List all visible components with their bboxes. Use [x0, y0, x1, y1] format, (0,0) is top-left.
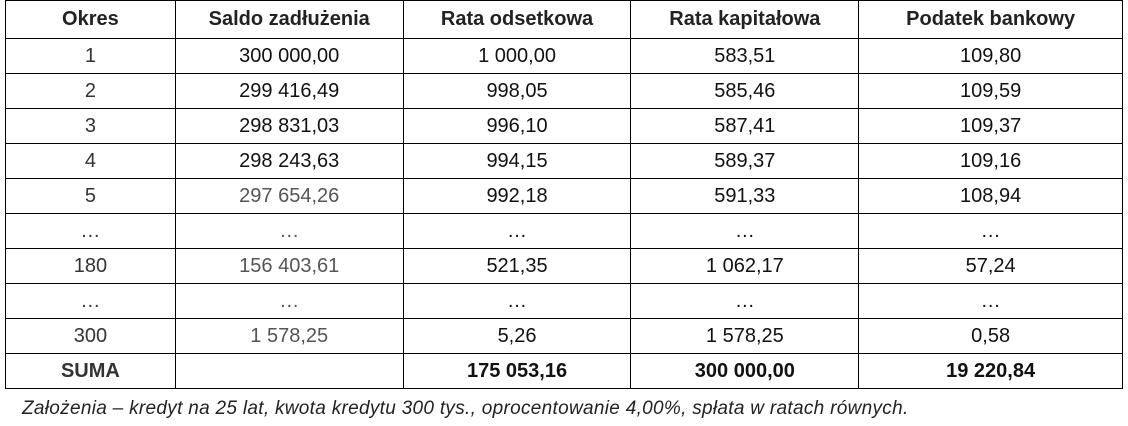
- table-cell: 1 062,17: [630, 248, 860, 284]
- table-cell: 1: [5, 38, 176, 74]
- table-cell: 2: [5, 73, 176, 109]
- table-cell: 583,51: [630, 38, 860, 74]
- table-cell: 1 578,25: [174, 318, 404, 354]
- table-cell: 996,10: [402, 108, 632, 144]
- table-row: 1 300 000,00 1 000,00 583,51 109,80: [5, 38, 1123, 74]
- sum-row: SUMA 175 053,16 300 000,00 19 220,84: [5, 353, 1123, 389]
- table-body: 1 300 000,00 1 000,00 583,51 109,80 2 299 416,…: [5, 38, 1123, 389]
- table-cell: 5: [5, 178, 176, 214]
- table-row: ……………: [5, 283, 1123, 319]
- table-cell: …: [5, 213, 176, 249]
- table-cell: 297 654,26: [174, 178, 404, 214]
- table-row: ……………: [5, 213, 1123, 249]
- table-cell: 298 831,03: [174, 108, 404, 144]
- loan-table: Okres Saldo zadłużenia Rata odsetkowa Rata …: [5, 0, 1123, 389]
- header-cell: Saldo zadłużenia: [174, 0, 404, 39]
- empty-cell: [174, 353, 404, 389]
- table-cell: 998,05: [402, 73, 632, 109]
- table-cell: 3: [5, 108, 176, 144]
- table-cell: …: [402, 283, 632, 319]
- table-row: 3 298 831,03 996,10 587,41 109,37: [5, 108, 1123, 144]
- table-cell: 109,59: [858, 73, 1123, 109]
- table-cell: …: [174, 283, 404, 319]
- header-cell: Podatek bankowy: [858, 0, 1123, 39]
- table-row: 5 297 654,26 992,18 591,33 108,94: [5, 178, 1123, 214]
- table-cell: 298 243,63: [174, 143, 404, 179]
- table-row: 180 156 403,61 521,35 1 062,17 57,24: [5, 248, 1123, 284]
- header-cell: Rata odsetkowa: [402, 0, 632, 39]
- sum-cell: 175 053,16: [402, 353, 632, 389]
- table-cell: …: [174, 213, 404, 249]
- table-cell: 1 000,00: [402, 38, 632, 74]
- table-cell: …: [630, 213, 860, 249]
- table-cell: 589,37: [630, 143, 860, 179]
- sum-cell: 300 000,00: [630, 353, 860, 389]
- table-cell: 180: [5, 248, 176, 284]
- table-cell: 992,18: [402, 178, 632, 214]
- table-cell: 108,94: [858, 178, 1123, 214]
- table-cell: 1 578,25: [630, 318, 860, 354]
- table-cell: …: [858, 213, 1123, 249]
- table-cell: 300: [5, 318, 176, 354]
- table-row: 2 299 416,49 998,05 585,46 109,59: [5, 73, 1123, 109]
- table-cell: …: [5, 283, 176, 319]
- table-cell: 156 403,61: [174, 248, 404, 284]
- table-cell: 5,26: [402, 318, 632, 354]
- table-cell: …: [402, 213, 632, 249]
- header-cell: Rata kapitałowa: [630, 0, 860, 39]
- table-cell: 109,80: [858, 38, 1123, 74]
- header-cell: Okres: [5, 0, 176, 39]
- table-row: 4 298 243,63 994,15 589,37 109,16: [5, 143, 1123, 179]
- table-cell: 109,37: [858, 108, 1123, 144]
- table-cell: 57,24: [858, 248, 1123, 284]
- caption: Założenia – kredyt na 25 lat, kwota kred…: [22, 398, 909, 419]
- table-cell: …: [858, 283, 1123, 319]
- table-cell: 109,16: [858, 143, 1123, 179]
- table-row: 300 1 578,25 5,26 1 578,25 0,58: [5, 318, 1123, 354]
- table-cell: 587,41: [630, 108, 860, 144]
- table-cell: 300 000,00: [174, 38, 404, 74]
- table-cell: 591,33: [630, 178, 860, 214]
- sum-cell: 19 220,84: [858, 353, 1123, 389]
- sum-label: SUMA: [5, 353, 176, 389]
- table-cell: …: [630, 283, 860, 319]
- header-row: Okres Saldo zadłużenia Rata odsetkowa Rata …: [5, 0, 1123, 39]
- table-cell: 4: [5, 143, 176, 179]
- table-cell: 521,35: [402, 248, 632, 284]
- table-cell: 299 416,49: [174, 73, 404, 109]
- table-cell: 585,46: [630, 73, 860, 109]
- table-cell: 0,58: [858, 318, 1123, 354]
- table-cell: 994,15: [402, 143, 632, 179]
